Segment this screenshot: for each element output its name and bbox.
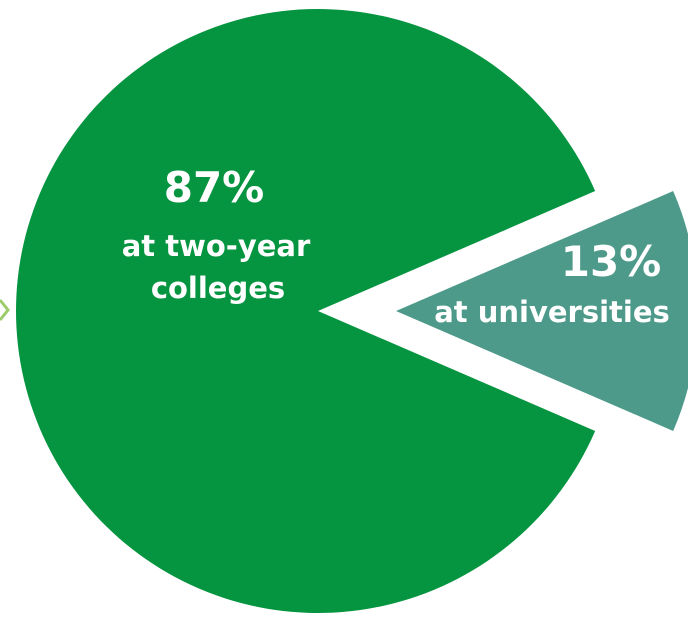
decoration-layer	[0, 299, 10, 321]
slice-label-universities-line-1: at universities	[434, 295, 670, 329]
slice-label-two-year-line-2: colleges	[151, 271, 285, 305]
slice-value-label-two-year: 87%	[164, 163, 265, 212]
slices-layer	[15, 8, 688, 613]
pie-slice-two-year-colleges	[15, 8, 596, 613]
labels-layer: 87% at two-year colleges 13% at universities	[122, 163, 670, 329]
slice-label-two-year-line-1: at two-year	[122, 229, 311, 263]
pie-slice-universities	[396, 191, 688, 431]
slice-value-label-universities: 13%	[561, 237, 662, 286]
left-arrow-icon	[0, 299, 10, 321]
